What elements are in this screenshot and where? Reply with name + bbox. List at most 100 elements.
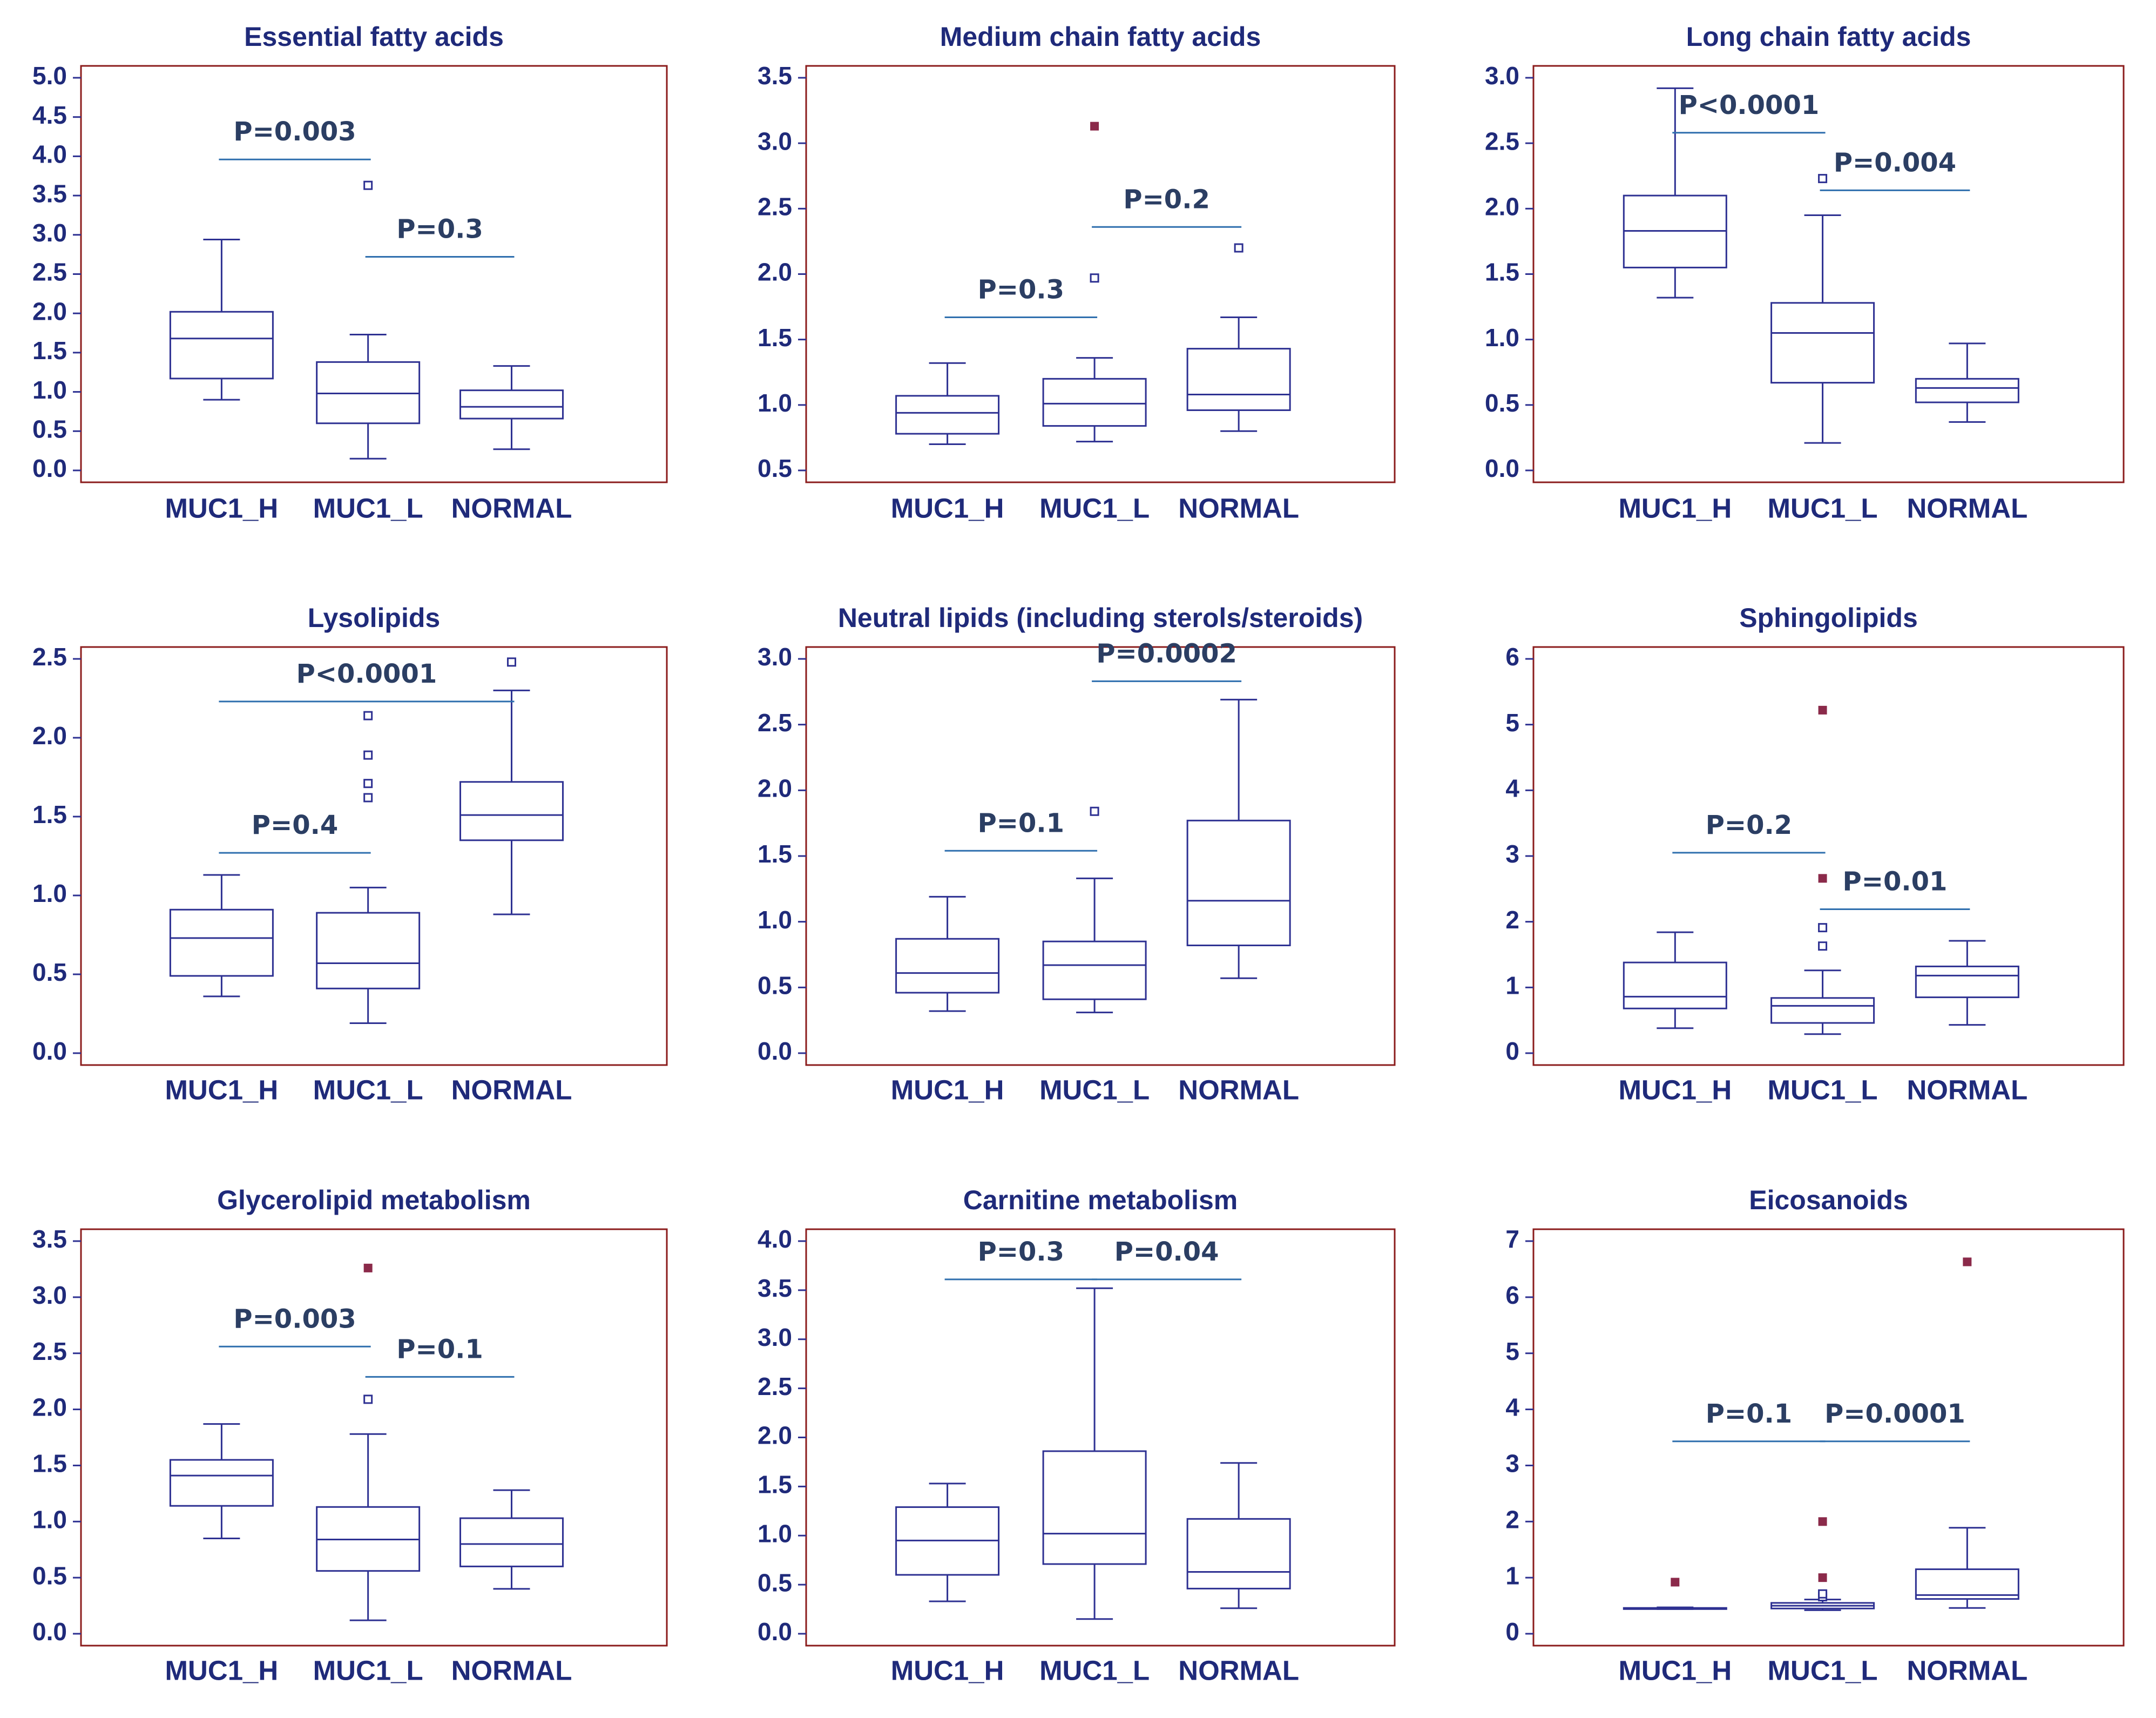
outlier-marker xyxy=(1090,273,1099,283)
iqr-box xyxy=(169,1459,274,1507)
x-category-label: MUC1_L xyxy=(313,1655,423,1686)
y-tick-label: 2.5 xyxy=(32,258,67,286)
x-category-label: MUC1_H xyxy=(891,493,1004,523)
far-outlier-marker xyxy=(1818,874,1827,883)
box-whisker xyxy=(169,239,274,401)
y-tick-label: 1.0 xyxy=(758,906,792,934)
chart-panel: Neutral lipids (including sterols/steroi… xyxy=(758,603,1396,1105)
y-tick-label: 2.5 xyxy=(32,1337,67,1365)
iqr-box xyxy=(1623,961,1727,1009)
y-tick-label: 1.0 xyxy=(32,1505,67,1533)
box-whisker xyxy=(1042,806,1147,1014)
y-tick-label: 3.0 xyxy=(1485,62,1519,90)
y-tick-label: 0.0 xyxy=(32,454,67,482)
y-tick-label: 1.5 xyxy=(32,1450,67,1478)
iqr-box xyxy=(895,938,1000,994)
box-whisker xyxy=(1770,1517,1875,1611)
plot-frame xyxy=(80,1228,668,1647)
box-whisker xyxy=(1186,243,1291,432)
y-tick-label: 4 xyxy=(1505,1393,1519,1421)
box-whisker xyxy=(459,1489,564,1590)
outlier-marker xyxy=(363,750,373,760)
x-category-label: MUC1_H xyxy=(1618,1655,1732,1686)
iqr-box xyxy=(1915,378,2019,403)
x-category-label: NORMAL xyxy=(1178,1655,1299,1686)
p-value-label: P=0.4 xyxy=(252,810,338,840)
y-tick-label: 1.0 xyxy=(32,879,67,907)
y-tick-label: 1.0 xyxy=(32,376,67,404)
iqr-box xyxy=(459,389,564,420)
outlier-marker xyxy=(363,711,373,720)
chart-panel: Medium chain fatty acids 0.5 1.0 1.5 2.0 2.5 3… xyxy=(758,22,1396,523)
outlier-marker xyxy=(363,180,373,190)
y-tick-label: 2.5 xyxy=(758,709,792,737)
p-value-label: P=0.2 xyxy=(1706,810,1792,840)
y-tick-label: 2.0 xyxy=(32,722,67,750)
p-value-label: P=0.003 xyxy=(233,117,356,147)
box-whisker xyxy=(895,895,1000,1012)
y-tick-label: 0.5 xyxy=(32,958,67,986)
box-whisker xyxy=(1623,1578,1727,1610)
far-outlier-marker xyxy=(1818,1517,1827,1526)
iqr-box xyxy=(895,395,1000,435)
x-category-label: MUC1_L xyxy=(1768,1074,1878,1105)
outlier-marker xyxy=(363,1394,373,1404)
plot-frame xyxy=(80,646,668,1066)
far-outlier-marker xyxy=(1671,1578,1680,1587)
x-category-label: MUC1_H xyxy=(165,493,279,523)
box-whisker xyxy=(1042,1287,1147,1620)
outlier-marker xyxy=(1818,1589,1828,1599)
x-category-label: NORMAL xyxy=(451,493,572,523)
iqr-box xyxy=(1186,819,1291,946)
x-category-label: MUC1_L xyxy=(313,493,423,523)
p-value-label: P<0.0001 xyxy=(1679,90,1820,120)
y-tick-label: 2.5 xyxy=(1485,127,1519,155)
x-category-label: MUC1_H xyxy=(165,1655,279,1686)
y-tick-label: 2.5 xyxy=(758,192,792,220)
chart-panel: Lysolipids 0.0 0.5 1.0 1.5 2.0 2.5 MUC1_H MUC1_L… xyxy=(32,603,668,1105)
y-tick-label: 0.0 xyxy=(32,1037,67,1065)
iqr-box xyxy=(1915,1568,2019,1600)
iqr-box xyxy=(1042,378,1147,427)
y-tick-label: 3.0 xyxy=(32,1281,67,1309)
y-tick-label: 0.5 xyxy=(32,1561,67,1589)
plot-frame xyxy=(805,65,1396,483)
box-whisker xyxy=(895,1483,1000,1602)
y-tick-label: 1.5 xyxy=(758,324,792,352)
y-tick-label: 1.0 xyxy=(758,389,792,417)
box-whisker xyxy=(316,1263,421,1621)
y-tick-label: 3.0 xyxy=(758,643,792,671)
y-tick-label: 1.5 xyxy=(758,840,792,868)
p-value-label: P=0.3 xyxy=(978,274,1064,305)
outlier-marker xyxy=(1234,243,1243,253)
x-category-label: MUC1_L xyxy=(313,1074,423,1105)
y-tick-label: 6 xyxy=(1505,643,1519,671)
y-tick-label: 3 xyxy=(1505,1450,1519,1478)
x-category-label: NORMAL xyxy=(1178,493,1299,523)
y-tick-label: 5 xyxy=(1505,1337,1519,1365)
y-tick-label: 2.5 xyxy=(32,643,67,671)
y-tick-label: 2 xyxy=(1505,1505,1519,1533)
chart-title: Long chain fatty acids xyxy=(1686,22,1971,52)
x-category-label: NORMAL xyxy=(451,1074,572,1105)
y-tick-label: 4.5 xyxy=(32,101,67,129)
y-tick-label: 3.5 xyxy=(32,1225,67,1253)
x-category-label: NORMAL xyxy=(1178,1074,1299,1105)
y-tick-label: 2.0 xyxy=(758,1421,792,1450)
y-tick-label: 1.5 xyxy=(32,800,67,828)
outlier-marker xyxy=(363,793,373,803)
plot-frame xyxy=(1532,646,2125,1066)
far-outlier-marker xyxy=(1818,1573,1827,1582)
far-outlier-marker xyxy=(1818,705,1827,715)
y-tick-label: 4.0 xyxy=(758,1225,792,1253)
y-tick-label: 0.0 xyxy=(32,1618,67,1646)
chart-panel: Sphingolipids 0 1 2 3 4 5 6 MUC1_H MUC1_L NORMAL P=… xyxy=(1505,603,2125,1105)
chart-title: Neutral lipids (including sterols/steroi… xyxy=(838,603,1363,633)
plot-frame xyxy=(1532,65,2125,483)
box-whisker xyxy=(1915,940,2019,1026)
plot-frame xyxy=(805,1228,1396,1647)
x-category-label: MUC1_L xyxy=(1039,493,1150,523)
y-tick-label: 5.0 xyxy=(32,62,67,90)
box-whisker xyxy=(1042,122,1147,443)
x-category-label: MUC1_H xyxy=(891,1074,1004,1105)
